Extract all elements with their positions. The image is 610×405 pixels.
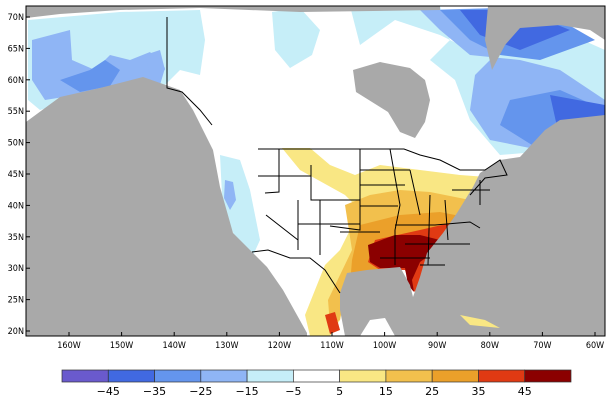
colorbar-label: −45	[97, 385, 120, 398]
colorbar-swatch	[200, 369, 248, 383]
us-state-lines	[258, 148, 490, 266]
latitude-axis: 70N 65N 60N 55N 50N 45N 40N 35N 30N 25N 20N	[8, 13, 30, 337]
alaska-canada-border	[166, 17, 213, 126]
lon-tick-label: 160W	[57, 341, 80, 351]
atlantic-gulf	[340, 115, 605, 336]
lon-tick-label: 60W	[586, 341, 604, 351]
hudson-bay	[353, 62, 430, 138]
west-coast-cold-spot	[224, 180, 236, 210]
lat-tick-label: 30N	[8, 264, 24, 274]
colorbar-label: 25	[425, 385, 439, 398]
lat-tick-label: 35N	[8, 233, 24, 243]
lon-tick-label: 80W	[481, 341, 499, 351]
colorbar-label: −25	[189, 385, 212, 398]
cuba	[460, 315, 500, 328]
lat-tick-label: 65N	[8, 44, 24, 54]
east-canada-coldest-region	[460, 10, 605, 145]
yukon-cold-region	[145, 50, 165, 75]
pacific-ocean	[26, 77, 307, 336]
mexico-hot-spot	[325, 312, 340, 334]
lon-tick-label: 140W	[162, 341, 185, 351]
colorbar-label: −15	[235, 385, 258, 398]
baffin-greenland	[485, 6, 605, 70]
lat-tick-label: 20N	[8, 327, 24, 337]
lat-tick-label: 50N	[8, 139, 24, 149]
colorbar-swatch	[385, 369, 433, 383]
lon-tick-label: 120W	[268, 341, 291, 351]
lon-tick-label: 110W	[320, 341, 343, 351]
political-borders	[166, 17, 508, 294]
us-mexico-border	[251, 249, 341, 294]
lat-tick-label: 40N	[8, 201, 24, 211]
colorbar-swatch	[246, 369, 294, 383]
colorbar-swatch	[478, 369, 526, 383]
alaska-colder-region	[60, 60, 120, 92]
colorbar-swatch	[154, 369, 202, 383]
lon-tick-label: 100W	[373, 341, 396, 351]
southeast-extreme-region	[368, 235, 440, 292]
lon-tick-label: 90W	[428, 341, 446, 351]
colorbar-label: −35	[143, 385, 166, 398]
yucatan-sea	[360, 318, 395, 336]
longitude-axis: 160W 150W 140W 130W 120W 110W 100W 90W 80W 70W 60W	[57, 332, 604, 351]
map-frame	[25, 5, 606, 337]
colorbar-swatch	[293, 369, 340, 383]
colorbar-swatch	[524, 369, 572, 383]
colorbar-label: −5	[285, 385, 301, 398]
arctic-islands	[26, 6, 440, 18]
ocean-areas	[26, 6, 605, 336]
colorbar-label: 45	[518, 385, 532, 398]
lat-tick-label: 25N	[8, 296, 24, 306]
lat-tick-label: 55N	[8, 107, 24, 117]
lon-tick-label: 150W	[110, 341, 133, 351]
lat-tick-label: 70N	[8, 13, 24, 23]
colorbar-label: 35	[471, 385, 485, 398]
lat-tick-label: 60N	[8, 76, 24, 86]
colorbar-swatch	[107, 369, 155, 383]
colorbar: −45 −35 −25 −15 −5 5 15 25 35 45	[61, 369, 572, 398]
nunavut-cool-region	[272, 8, 320, 68]
colorbar-swatch	[339, 369, 387, 383]
colorbar-label: 5	[336, 385, 343, 398]
lon-tick-label: 70W	[533, 341, 551, 351]
lat-tick-label: 45N	[8, 170, 24, 180]
colorbar-swatch	[61, 369, 109, 383]
us-canada-border	[258, 148, 508, 196]
lon-tick-label: 130W	[215, 341, 238, 351]
colorbar-swatch	[431, 369, 479, 383]
colorbar-label: 15	[379, 385, 393, 398]
